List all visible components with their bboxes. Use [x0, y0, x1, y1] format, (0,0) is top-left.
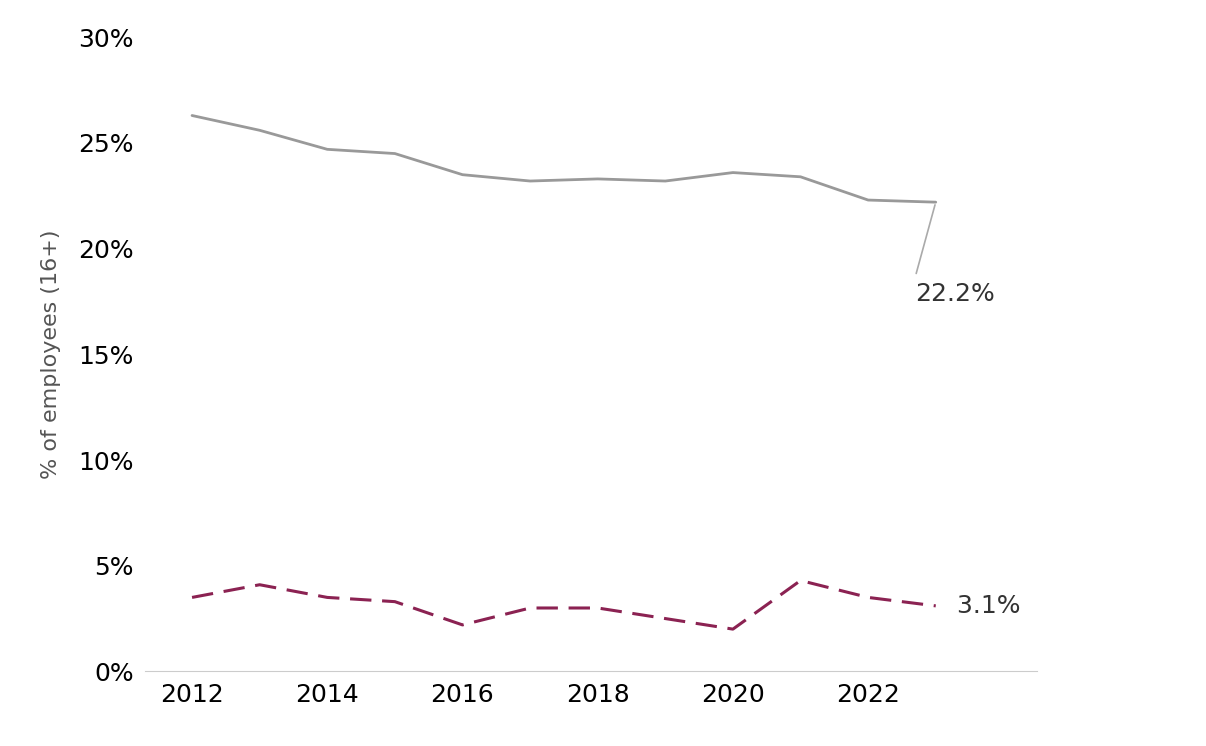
Text: 22.2%: 22.2% — [915, 283, 995, 307]
Y-axis label: % of employees (16+): % of employees (16+) — [41, 230, 62, 479]
Text: 3.1%: 3.1% — [949, 594, 1020, 618]
